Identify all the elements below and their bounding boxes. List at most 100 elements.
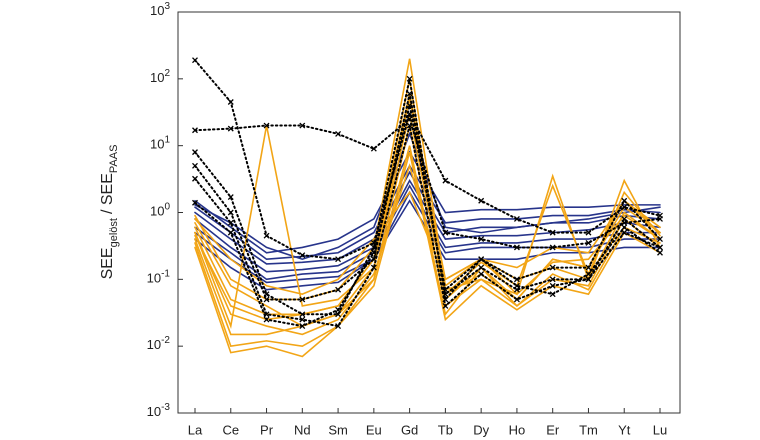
point-marker — [621, 197, 628, 204]
point-marker — [513, 282, 520, 289]
x-tick-label: Lu — [653, 422, 667, 437]
x-tick-label: Yt — [618, 422, 631, 437]
x-tick-label: Sm — [328, 422, 348, 437]
point-marker — [657, 244, 663, 251]
y-label-sub: PAAS — [108, 145, 120, 174]
y-tick-label: 10-1 — [147, 268, 171, 286]
point-marker — [585, 264, 592, 271]
x-tick-label: Eu — [366, 422, 382, 437]
point-marker — [335, 130, 342, 137]
point-marker — [657, 249, 663, 256]
point-marker — [549, 291, 556, 298]
x-tick-label: Ce — [222, 422, 239, 437]
plot-area — [192, 57, 663, 358]
point-marker — [370, 145, 377, 152]
series-line — [194, 78, 661, 316]
x-tick-label: Ho — [509, 422, 526, 437]
point-marker — [478, 264, 485, 271]
point-marker — [227, 194, 234, 201]
x-tick-label: Pr — [260, 422, 274, 437]
series-line — [194, 59, 661, 261]
point-marker — [299, 316, 306, 323]
point-marker — [478, 256, 485, 263]
point-marker — [442, 302, 449, 309]
y-tick-label: 10-3 — [147, 402, 171, 420]
y-tick-label: 102 — [150, 67, 170, 85]
point-marker — [621, 204, 628, 211]
y-label-part: SEE — [99, 247, 116, 279]
point-marker — [263, 232, 270, 239]
series-line — [194, 151, 661, 348]
point-marker — [370, 264, 377, 271]
point-marker — [513, 296, 520, 303]
x-tick-label: Gd — [401, 422, 418, 437]
point-marker — [549, 244, 556, 251]
point-marker — [227, 99, 234, 105]
point-marker — [657, 216, 663, 222]
series-line — [194, 179, 661, 273]
point-marker — [513, 216, 520, 222]
y-tick-label: 100 — [150, 201, 170, 219]
point-marker — [299, 296, 306, 303]
point-marker — [192, 149, 198, 156]
point-marker — [335, 323, 342, 330]
point-marker — [299, 323, 306, 330]
point-marker — [406, 102, 413, 109]
point-marker — [585, 229, 592, 236]
point-marker — [549, 264, 556, 271]
point-marker — [192, 57, 198, 64]
point-marker — [513, 276, 520, 283]
point-marker — [549, 229, 556, 236]
series-line — [194, 117, 661, 249]
point-marker — [478, 197, 485, 204]
point-marker — [585, 276, 592, 283]
point-marker — [299, 311, 306, 318]
point-marker — [406, 90, 413, 97]
point-marker — [370, 249, 377, 256]
y-label-part: / SEE — [99, 173, 116, 214]
point-marker — [335, 306, 342, 313]
x-tick-label: Tb — [438, 422, 453, 437]
point-marker — [192, 175, 198, 182]
series-line — [194, 125, 661, 328]
y-label-sub: gelöst — [108, 218, 120, 247]
point-marker — [406, 75, 413, 82]
point-marker — [227, 125, 234, 132]
point-marker — [442, 177, 449, 184]
point-marker — [192, 162, 198, 169]
point-marker — [513, 244, 520, 251]
point-marker — [263, 296, 270, 303]
series-line — [194, 190, 661, 284]
x-tick-label: Tm — [579, 422, 598, 437]
point-marker — [227, 209, 234, 216]
point-marker — [192, 199, 198, 206]
point-marker — [478, 271, 485, 278]
point-marker — [621, 224, 628, 231]
point-marker — [406, 122, 413, 129]
y-tick-label: 103 — [150, 1, 170, 19]
point-marker — [263, 122, 270, 129]
series-line — [194, 125, 661, 336]
series-line — [194, 105, 661, 328]
point-marker — [299, 122, 306, 129]
y-tick-label: 101 — [150, 134, 170, 152]
point-marker — [585, 271, 592, 278]
point-marker — [335, 286, 342, 293]
x-tick-label: Nd — [294, 422, 311, 437]
y-tick-label: 10-2 — [147, 335, 171, 353]
series-line — [194, 113, 661, 327]
point-marker — [657, 236, 663, 243]
point-marker — [442, 286, 449, 293]
point-marker — [192, 127, 198, 134]
point-marker — [299, 252, 306, 259]
x-tick-label: La — [188, 422, 203, 437]
series-line — [194, 131, 661, 261]
point-marker — [621, 216, 628, 222]
point-marker — [442, 229, 449, 236]
point-marker — [335, 256, 342, 263]
x-tick-label: Dy — [473, 422, 489, 437]
point-marker — [227, 229, 234, 236]
point-marker — [227, 219, 234, 226]
point-marker — [549, 282, 556, 289]
